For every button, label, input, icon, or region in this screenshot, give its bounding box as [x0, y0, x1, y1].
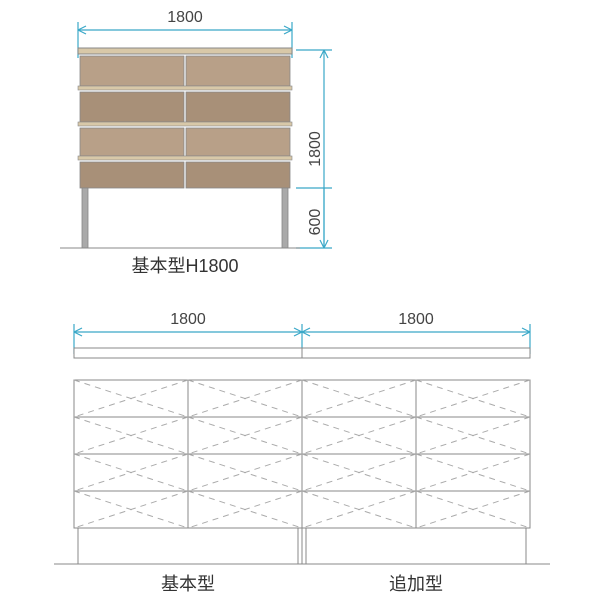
- top-caption: 基本型H1800: [131, 256, 238, 276]
- diagram-canvas: 1800 1800 600: [0, 0, 600, 600]
- bottom-left-width: 1800: [170, 311, 206, 328]
- top-leg-label: 600: [307, 209, 324, 236]
- bottom-right-width: 1800: [398, 311, 434, 328]
- top-view: 1800 1800 600: [60, 9, 332, 276]
- bottom-left-caption: 基本型: [161, 574, 215, 594]
- top-height-label: 1800: [307, 131, 324, 167]
- bottom-view: 1800 1800: [54, 311, 550, 594]
- bottom-right-caption: 追加型: [389, 574, 443, 594]
- top-unit: [60, 48, 300, 248]
- top-width-label: 1800: [167, 9, 203, 26]
